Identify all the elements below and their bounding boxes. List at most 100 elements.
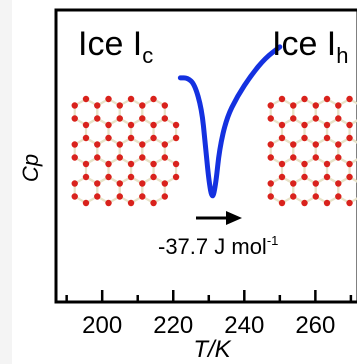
enthalpy-label: -37.7 J mol-1 — [158, 233, 278, 259]
oxygen-atom — [139, 115, 146, 122]
oxygen-atom — [278, 121, 286, 129]
oxygen-atom — [127, 134, 135, 142]
y-axis-label: Cp — [18, 154, 43, 182]
cp-curve — [177, 44, 283, 199]
x-axis-label: T/K — [193, 336, 231, 363]
oxygen-atom — [312, 141, 319, 148]
oxygen-atom — [127, 121, 135, 129]
oxygen-atom — [301, 95, 308, 103]
oxygen-atom — [312, 102, 319, 109]
oxygen-atom — [105, 95, 112, 103]
x-tick-label: 260 — [295, 312, 335, 339]
ice-ic-lattice-illustration — [71, 95, 180, 207]
oxygen-atom — [82, 173, 90, 181]
lattice-bond-ring — [141, 175, 166, 205]
oxygen-atom — [105, 121, 112, 129]
oxygen-atom — [335, 180, 342, 187]
lattice-bond-ring — [337, 175, 357, 205]
oxygen-atom — [127, 173, 135, 181]
oxygen-atom — [323, 95, 331, 103]
oxygen-atom — [301, 199, 308, 207]
oxygen-atom — [116, 154, 123, 161]
oxygen-atom — [94, 141, 101, 148]
lattice-bond-ring — [73, 175, 99, 205]
oxygen-atom — [139, 141, 146, 148]
oxygen-atom — [323, 199, 331, 207]
oxygen-atom — [290, 154, 297, 161]
oxygen-atom — [105, 173, 112, 181]
oxygen-atom — [82, 121, 90, 129]
oxygen-atom — [312, 180, 319, 187]
oxygen-atom — [94, 154, 101, 161]
oxygen-atom — [82, 134, 90, 142]
lattice-bond-ring — [96, 175, 121, 205]
oxygen-atom — [278, 95, 286, 103]
oxygen-atom — [116, 102, 123, 109]
oxygen-atom — [161, 115, 169, 122]
oxygen-atom — [127, 95, 135, 103]
oxygen-atom — [161, 154, 169, 161]
oxygen-atom — [312, 193, 319, 200]
oxygen-atom — [105, 160, 112, 168]
oxygen-atom — [172, 173, 180, 181]
lattice-bond-ring — [292, 175, 317, 205]
oxygen-atom — [71, 102, 78, 109]
oxygen-atom — [278, 199, 286, 207]
left-phase-label: Ice Ic — [78, 25, 153, 68]
oxygen-atom — [139, 154, 146, 161]
oxygen-atom — [116, 193, 123, 200]
oxygen-atom — [312, 154, 319, 161]
oxygen-atom — [116, 180, 123, 187]
oxygen-atom — [301, 121, 308, 129]
lattice-bond-ring — [314, 175, 340, 205]
oxygen-atom — [127, 160, 135, 168]
oxygen-atom — [150, 134, 157, 142]
oxygen-atom — [127, 199, 135, 207]
oxygen-atom — [278, 173, 286, 181]
oxygen-atom — [323, 173, 331, 181]
oxygen-atom — [82, 199, 90, 207]
oxygen-atom — [290, 115, 297, 122]
transition-arrow — [196, 211, 242, 225]
oxygen-atom — [335, 115, 342, 122]
oxygen-atom — [267, 193, 274, 200]
oxygen-atom — [290, 141, 297, 148]
oxygen-atom — [94, 102, 101, 109]
oxygen-atom — [323, 121, 331, 129]
oxygen-atom — [278, 160, 286, 168]
oxygen-atom — [139, 193, 146, 200]
oxygen-atom — [71, 154, 78, 161]
oxygen-atom — [161, 102, 169, 109]
right-phase-label: Ice Ih — [272, 25, 349, 68]
x-tick-label: 220 — [153, 312, 193, 339]
oxygen-atom — [71, 115, 78, 122]
oxygen-atom — [301, 160, 308, 168]
oxygen-atom — [346, 160, 353, 168]
oxygen-atom — [172, 160, 180, 168]
oxygen-atom — [105, 134, 112, 142]
oxygen-atom — [161, 180, 169, 187]
oxygen-atom — [301, 173, 308, 181]
oxygen-atom — [278, 134, 286, 142]
oxygen-atom — [161, 193, 169, 200]
oxygen-atom — [139, 180, 146, 187]
oxygen-atom — [150, 121, 157, 129]
oxygen-atom — [71, 141, 78, 148]
oxygen-atom — [346, 95, 353, 103]
oxygen-atom — [150, 199, 157, 207]
oxygen-atom — [267, 115, 274, 122]
oxygen-atom — [301, 134, 308, 142]
oxygen-atom — [94, 180, 101, 187]
oxygen-atom — [335, 141, 342, 148]
oxygen-atom — [82, 95, 90, 103]
oxygen-atom — [290, 180, 297, 187]
oxygen-atom — [150, 160, 157, 168]
oxygen-atom — [335, 102, 342, 109]
oxygen-atom — [335, 193, 342, 200]
oxygen-atom — [94, 193, 101, 200]
oxygen-atom — [150, 95, 157, 103]
oxygen-atom — [172, 121, 180, 129]
lattice-bond-ring — [269, 175, 295, 205]
oxygen-atom — [161, 141, 169, 148]
